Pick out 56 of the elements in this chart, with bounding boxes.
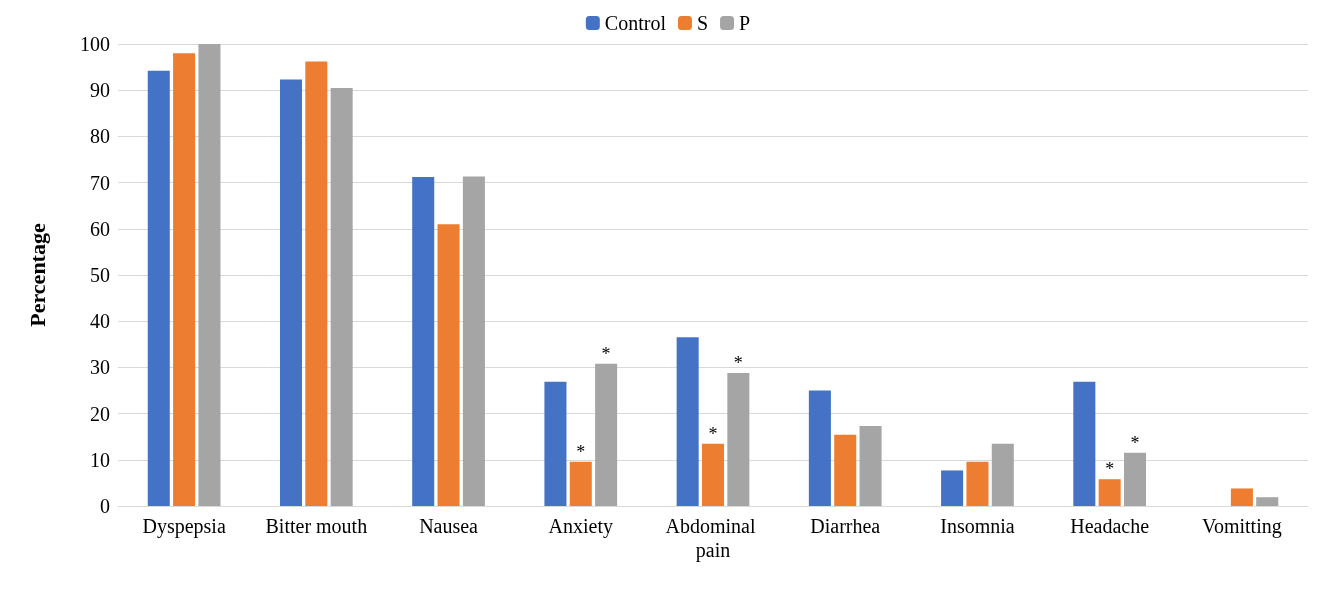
- bar: [147, 70, 170, 506]
- y-tick-label: 30: [90, 356, 110, 379]
- bar: [569, 461, 592, 506]
- bar: [1073, 381, 1096, 506]
- bar: [1098, 479, 1121, 506]
- bar: [808, 390, 831, 506]
- bar: [991, 443, 1014, 506]
- bar: [676, 337, 699, 506]
- data-label: *: [708, 423, 718, 444]
- y-tick-label: 70: [90, 171, 110, 194]
- data-label: *: [601, 343, 611, 364]
- x-tick-label: Bitter mouth: [265, 515, 368, 537]
- x-tick-label: Dyspepsia: [142, 515, 226, 538]
- bar: [330, 87, 353, 506]
- bar: [173, 53, 196, 506]
- legend-label: S: [696, 12, 709, 34]
- y-tick-label: 40: [90, 310, 110, 333]
- y-tick-label: 60: [90, 217, 110, 240]
- x-tick-label: Diarrhea: [810, 515, 881, 537]
- y-tick-label: 10: [90, 448, 110, 471]
- bar: [701, 443, 725, 506]
- y-tick-label: 90: [90, 79, 110, 102]
- bar: [859, 426, 882, 506]
- bar: [966, 461, 989, 506]
- bar: [1230, 488, 1253, 506]
- bar: [1123, 452, 1147, 506]
- x-tick-label: Insomnia: [940, 515, 1015, 537]
- data-label: *: [576, 441, 586, 462]
- bar: [941, 470, 964, 506]
- x-tick-label: Anxiety: [548, 515, 613, 538]
- x-tick-label: Vomitting: [1202, 515, 1282, 538]
- data-label: *: [1105, 459, 1115, 480]
- bar: [834, 434, 857, 506]
- bar: [544, 381, 567, 506]
- bar: [727, 372, 750, 506]
- bar: [437, 224, 460, 506]
- bar: [198, 44, 221, 506]
- x-tick-label: Abdominal pain: [665, 515, 761, 562]
- bar: [595, 363, 618, 506]
- x-tick-label: Nausea: [419, 515, 479, 537]
- legend-label: P: [739, 12, 751, 34]
- x-tick-label: Headache: [1070, 515, 1150, 537]
- data-label: *: [733, 352, 743, 373]
- y-tick-label: 80: [90, 125, 110, 148]
- y-tick-label: 50: [90, 264, 110, 286]
- bar: [462, 176, 485, 506]
- y-tick-label: 0: [100, 495, 110, 517]
- bar: [412, 177, 435, 506]
- bar: [279, 79, 303, 506]
- y-tick-label: 20: [90, 402, 110, 425]
- y-axis-title: Percentage: [24, 223, 50, 327]
- bar: [1256, 497, 1279, 506]
- bar: [305, 61, 328, 506]
- y-tick-label: 100: [80, 33, 110, 55]
- data-label: *: [1130, 432, 1140, 453]
- legend-label: Control: [604, 12, 667, 34]
